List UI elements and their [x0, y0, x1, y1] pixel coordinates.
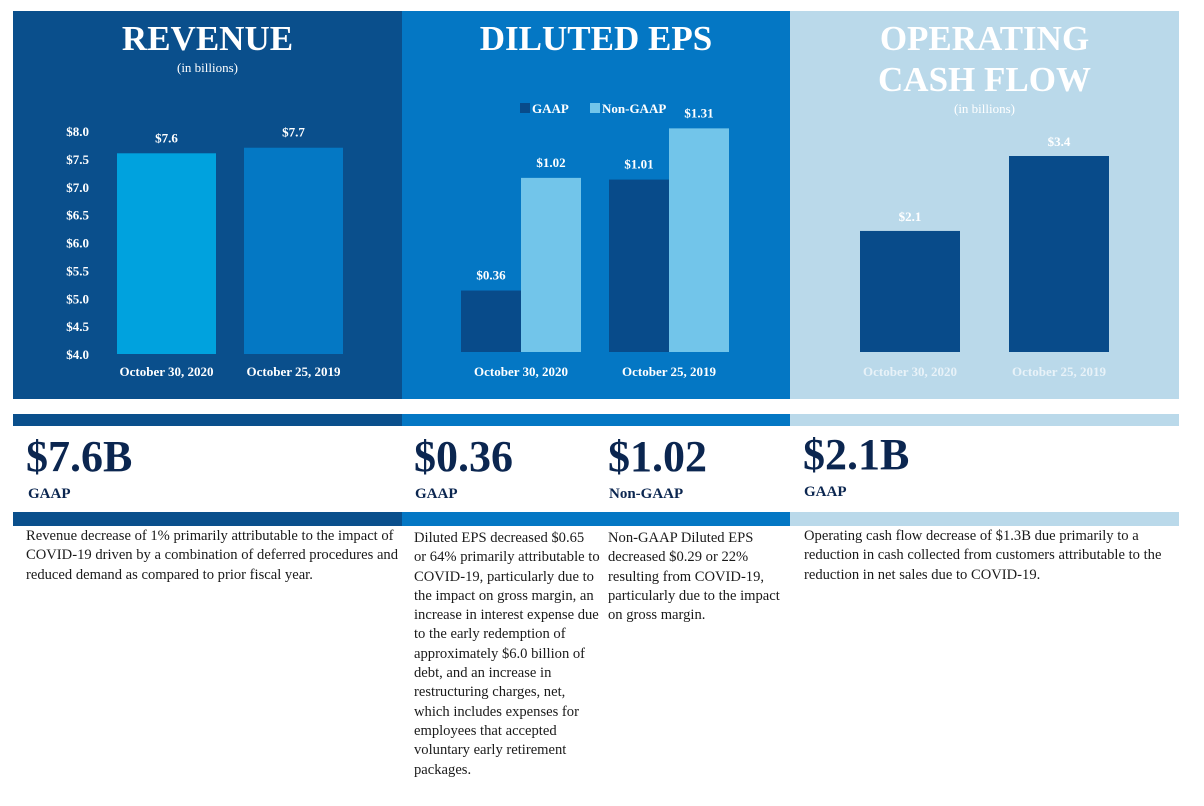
ocf-bar-chart: $2.1 October 30, 2020 $3.4 October 25, 2019 [860, 134, 1109, 379]
eps-legend-label: Non-GAAP [602, 101, 666, 116]
revenue-subtitle: (in billions) [176, 60, 239, 75]
ocf-kpi-value: $2.1B [803, 430, 910, 479]
revenue-x-tick-label: October 25, 2019 [247, 364, 341, 379]
revenue-value-label: $7.6 [155, 130, 178, 145]
revenue-y-tick-label: $4.5 [66, 319, 89, 334]
revenue-bar [117, 153, 216, 354]
revenue-y-tick-label: $7.5 [66, 152, 89, 167]
ocf-kpi-label: GAAP [804, 484, 847, 500]
eps-value-label: $1.31 [684, 105, 713, 120]
eps-bar-chart: GAAP Non-GAAP $0.36 $1.02 October 30, 2020 $1… [461, 101, 729, 379]
eps-value-label: $0.36 [476, 268, 506, 283]
eps-title: DILUTED EPS [479, 19, 713, 58]
eps-gaap-description: Diluted EPS decreased $0.65 or 64% prima… [414, 530, 600, 778]
ocf-description: Operating cash flow decrease of $1.3B du… [804, 528, 1162, 583]
eps-bar [521, 177, 581, 352]
ocf-divider [790, 512, 1179, 526]
eps-nongaap-description: Non-GAAP Diluted EPS decreased $0.29 or … [608, 530, 780, 624]
eps-bar [609, 179, 669, 352]
revenue-y-tick-label: $8.0 [66, 124, 89, 139]
ocf-chart-panel: OPERATING CASH FLOW (in billions) $2.1 Oc… [790, 11, 1179, 399]
eps-nongaap-kpi-label: Non-GAAP [609, 486, 684, 502]
eps-value-label: $1.01 [624, 157, 653, 172]
revenue-bar-chart: $8.0 $7.5 $7.0 $6.5 $6.0 $5.5 $5.0 $4.5 $4.0 $7.6… [66, 124, 343, 379]
eps-bar [461, 290, 521, 352]
revenue-y-tick-label: $4.0 [66, 347, 89, 362]
eps-legend-swatch [520, 103, 530, 113]
ocf-x-tick-label: October 30, 2020 [863, 364, 957, 379]
eps-legend-label: GAAP [532, 101, 569, 116]
revenue-y-tick-label: $6.0 [66, 236, 89, 251]
revenue-color-strip [13, 414, 402, 426]
eps-legend-swatch [590, 103, 600, 113]
ocf-title-line1: OPERATING [879, 19, 1090, 58]
revenue-kpi-value: $7.6B [26, 432, 133, 481]
eps-x-tick-label: October 30, 2020 [474, 364, 568, 379]
revenue-bar [244, 147, 343, 354]
revenue-chart-panel: REVENUE (in billions) $8.0 $7.5 $7.0 $6.5 $6… [13, 11, 402, 399]
revenue-kpi-label: GAAP [28, 486, 71, 502]
eps-bar [669, 128, 729, 352]
revenue-y-tick-label: $7.0 [66, 180, 89, 195]
ocf-value-label: $2.1 [899, 209, 922, 224]
revenue-y-tick-label: $5.0 [66, 291, 89, 306]
revenue-y-tick-label: $6.5 [66, 208, 89, 223]
ocf-title-line2: CASH FLOW [878, 60, 1091, 99]
eps-x-tick-label: October 25, 2019 [622, 364, 716, 379]
ocf-bar [860, 230, 960, 352]
revenue-divider [13, 512, 402, 526]
eps-gaap-kpi-label: GAAP [415, 486, 458, 502]
eps-divider [402, 512, 790, 526]
revenue-y-tick-label: $5.5 [66, 263, 89, 278]
eps-chart-panel: DILUTED EPS GAAP Non-GAAP $0.36 $1.02 Octobe… [402, 11, 790, 399]
eps-value-label: $1.02 [536, 155, 565, 170]
eps-color-strip [402, 414, 790, 426]
eps-nongaap-kpi-value: $1.02 [608, 432, 707, 481]
ocf-bar [1009, 156, 1109, 352]
revenue-description: Revenue decrease of 1% primarily attribu… [26, 528, 399, 583]
ocf-subtitle: (in billions) [953, 101, 1016, 116]
ocf-color-strip [790, 414, 1179, 426]
revenue-value-label: $7.7 [282, 125, 305, 140]
revenue-x-tick-label: October 30, 2020 [120, 364, 214, 379]
ocf-value-label: $3.4 [1048, 134, 1071, 149]
eps-gaap-kpi-value: $0.36 [414, 432, 513, 481]
revenue-title: REVENUE [121, 19, 294, 58]
ocf-x-tick-label: October 25, 2019 [1012, 364, 1106, 379]
